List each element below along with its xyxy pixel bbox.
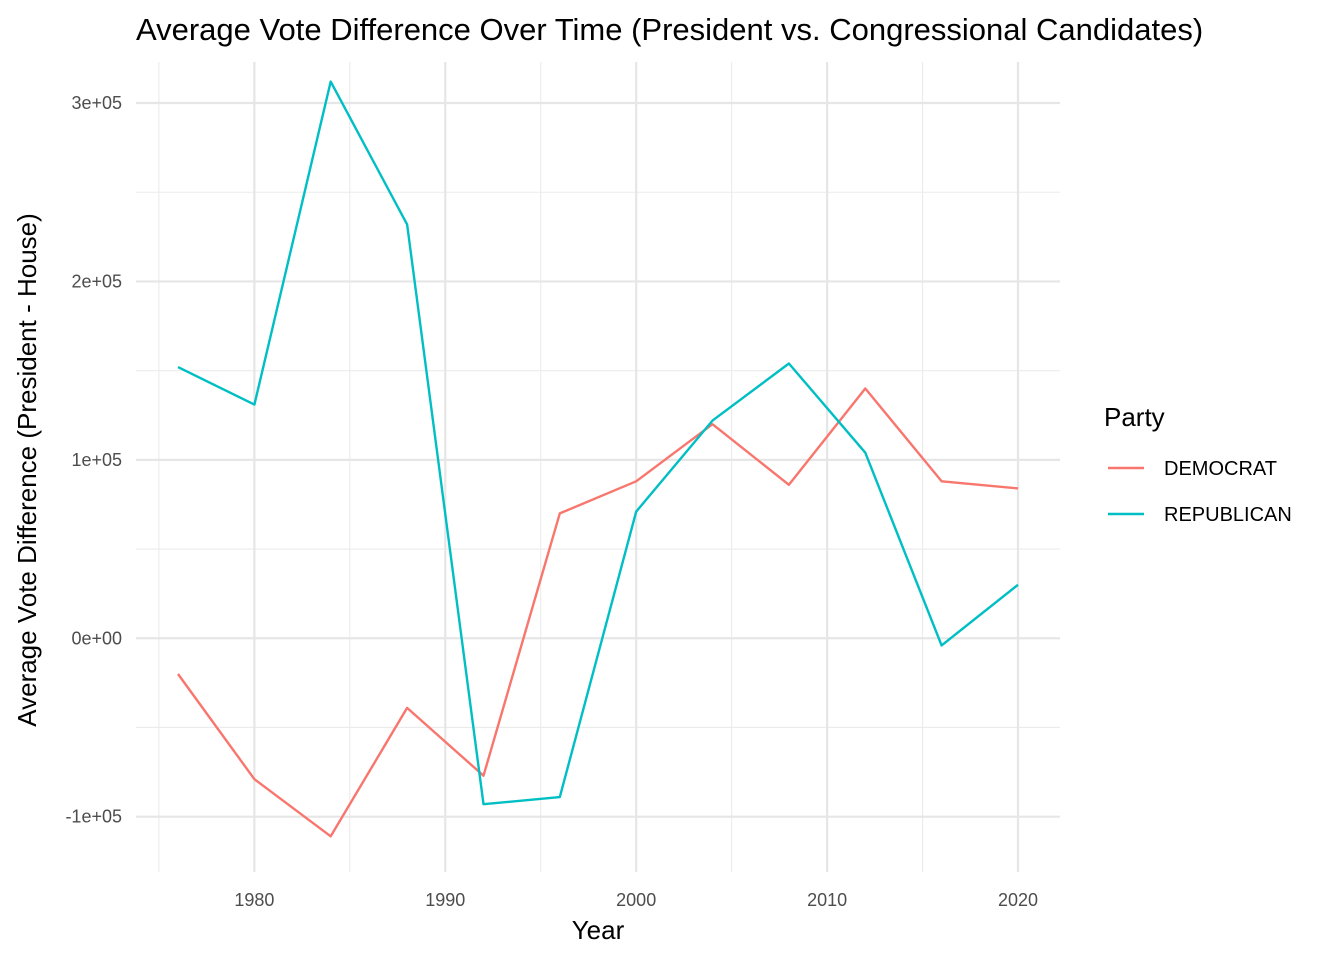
x-axis-title: Year — [572, 915, 625, 945]
y-tick-label: 3e+05 — [71, 93, 122, 113]
x-tick-label: 2020 — [998, 890, 1038, 910]
y-tick-label: 0e+00 — [71, 628, 122, 648]
y-tick-label: 1e+05 — [71, 450, 122, 470]
y-tick-labels: -1e+05 0e+00 1e+05 2e+05 3e+05 — [65, 93, 122, 827]
legend-label-democrat: DEMOCRAT — [1164, 458, 1277, 480]
legend-title: Party — [1104, 402, 1165, 432]
legend: Party DEMOCRAT REPUBLICAN — [1104, 402, 1292, 526]
legend-items: DEMOCRAT REPUBLICAN — [1108, 458, 1292, 526]
y-axis-title: Average Vote Difference (President - Hou… — [12, 213, 42, 727]
legend-label-republican: REPUBLICAN — [1164, 504, 1292, 526]
grid-major — [136, 62, 1060, 872]
grid-minor — [136, 62, 1060, 872]
series-line-republican — [177, 80, 1019, 806]
chart-title: Average Vote Difference Over Time (Presi… — [136, 12, 1203, 47]
x-tick-labels: 1980 1990 2000 2010 2020 — [234, 890, 1038, 910]
x-tick-label: 1980 — [234, 890, 274, 910]
y-tick-label: 2e+05 — [71, 271, 122, 291]
x-tick-label: 2000 — [616, 890, 656, 910]
y-tick-label: -1e+05 — [65, 807, 122, 827]
series-lines — [177, 80, 1019, 838]
x-tick-label: 1990 — [425, 890, 465, 910]
x-tick-label: 2010 — [807, 890, 847, 910]
series-line-democrat — [177, 387, 1019, 838]
